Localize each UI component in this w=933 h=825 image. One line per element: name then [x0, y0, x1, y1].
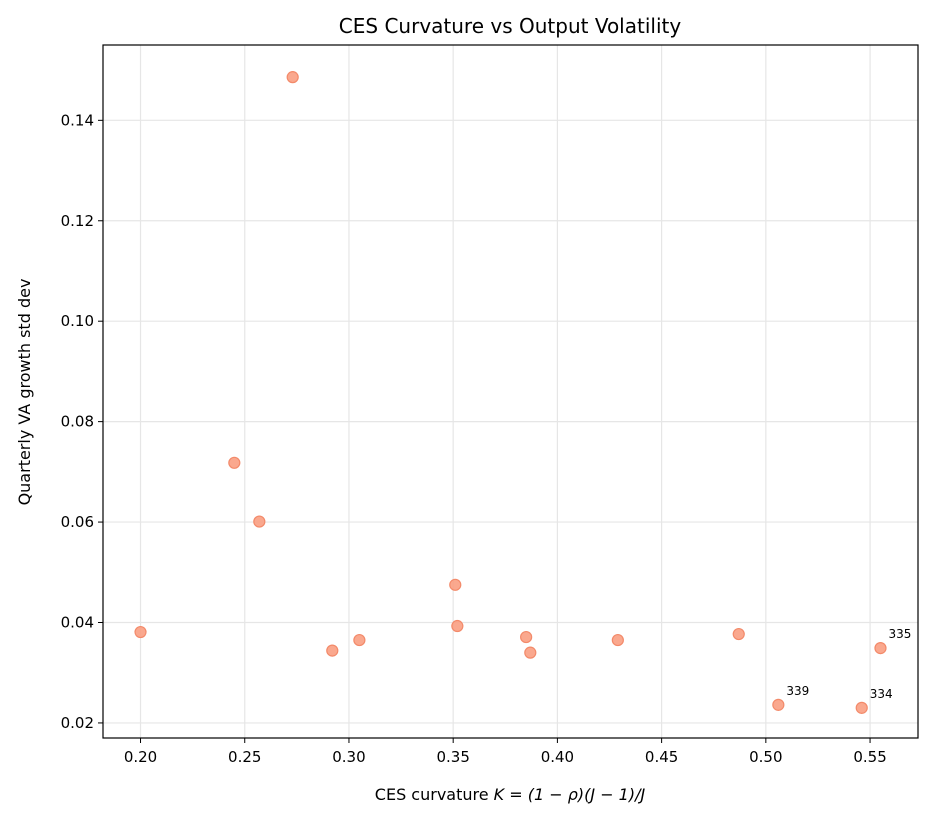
point-annotation: 339	[786, 684, 809, 698]
data-point	[326, 644, 339, 657]
data-point	[732, 627, 745, 641]
data-point	[874, 642, 887, 655]
data-point	[353, 633, 366, 647]
x-tick-label: 0.45	[645, 748, 678, 766]
data-point	[524, 646, 537, 659]
y-axis-label: Quarterly VA growth std dev	[15, 279, 34, 506]
data-point	[520, 630, 533, 644]
x-tick-label: 0.30	[332, 748, 365, 766]
y-tick-label: 0.12	[61, 212, 94, 230]
y-axis-ticks: 0.02 0.04 0.06 0.08 0.10 0.12 0.14	[61, 111, 103, 732]
data-point	[855, 701, 868, 714]
y-tick-label: 0.02	[61, 714, 94, 732]
x-tick-label: 0.55	[853, 748, 886, 766]
data-point	[451, 619, 464, 633]
x-axis-label-text: CES curvature	[375, 785, 494, 804]
x-tick-label: 0.25	[228, 748, 261, 766]
data-point	[449, 578, 462, 591]
chart-title: CES Curvature vs Output Volatility	[339, 14, 682, 38]
plot-frame	[102, 44, 919, 739]
x-axis-label-math: K = (1 − ρ)(J − 1)/J	[494, 785, 646, 804]
x-tick-label: 0.40	[541, 748, 574, 766]
data-point	[772, 698, 785, 711]
x-axis-label: CES curvature K = (1 − ρ)(J − 1)/J	[375, 785, 646, 804]
y-tick-label: 0.08	[61, 413, 94, 431]
x-tick-label: 0.20	[124, 748, 157, 766]
data-point	[253, 515, 266, 528]
y-tick-label: 0.04	[61, 614, 94, 632]
data-points: 339 334 335	[134, 71, 911, 714]
x-tick-label: 0.50	[749, 748, 782, 766]
data-point	[611, 633, 624, 647]
data-point	[286, 71, 299, 84]
y-tick-label: 0.06	[61, 513, 94, 531]
y-tick-label: 0.10	[61, 312, 94, 330]
data-point	[134, 625, 147, 639]
x-tick-label: 0.35	[436, 748, 469, 766]
grid	[103, 45, 918, 738]
data-point	[228, 456, 241, 469]
point-annotation: 335	[888, 627, 911, 641]
y-tick-label: 0.14	[61, 111, 94, 129]
x-axis-ticks: 0.20 0.25 0.30 0.35 0.40 0.45 0.50 0.55	[124, 738, 887, 766]
point-annotation: 334	[870, 687, 893, 701]
